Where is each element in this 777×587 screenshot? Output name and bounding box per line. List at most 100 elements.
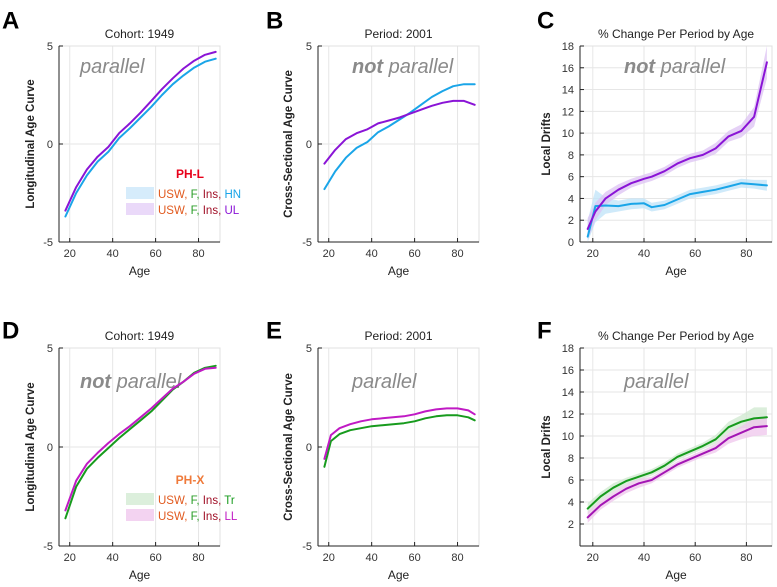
chart-title: Period: 2001: [364, 27, 432, 41]
panel-d: D 20 40 60 80 -5 0 5 Cohort: 1949 Age Longitudinal…: [2, 317, 238, 582]
x-axis-label: Age: [388, 264, 410, 278]
y-tick-label: -5: [302, 237, 312, 249]
legend-swatch: [126, 509, 154, 521]
annotation-text: parallel: [351, 371, 417, 393]
chart-title: Period: 2001: [364, 329, 432, 343]
y-tick-label: 5: [306, 41, 312, 53]
y-tick-label: 0: [47, 442, 53, 454]
annotation-text: parallel: [655, 56, 726, 78]
series-line-ll: [323, 407, 476, 460]
legend-entry-part: F,: [187, 189, 199, 201]
x-tick-label: 40: [107, 248, 119, 260]
annotation-text: parallel: [623, 371, 689, 393]
legend-entry-part: F,: [187, 495, 199, 507]
y-tick-label: 2: [568, 519, 574, 531]
panel-a: A 20 40 60 80 -5 0 5 Cohort: 1949 Age Longitudinal…: [2, 7, 241, 278]
y-tick-label: 4: [568, 193, 574, 205]
x-tick-label: 60: [689, 248, 701, 260]
legend-entry-part: F,: [187, 205, 199, 217]
y-tick-label: 0: [306, 139, 312, 151]
panel-b: B 20 40 60 80 -5 0 5 Period: 2001 Age Cross-Sectio…: [266, 7, 480, 278]
annotation-text: parallel: [383, 56, 454, 78]
y-tick-label: 0: [306, 442, 312, 454]
legend-title: PH-L: [176, 167, 204, 181]
x-tick-label: 80: [740, 552, 752, 564]
y-axis-label: Longitudinal Age Curve: [25, 79, 37, 208]
annotation: parallel: [623, 371, 689, 393]
y-tick-label: 12: [562, 106, 574, 118]
y-tick-label: 5: [306, 343, 312, 355]
y-axis-label: Cross-Sectional Age Curve: [283, 70, 295, 218]
y-tick-label: 4: [568, 497, 574, 509]
legend-entry-part: Ins,: [200, 205, 222, 217]
x-tick-label: 40: [638, 248, 650, 260]
series-line-hn: [586, 182, 768, 238]
y-tick-label: 5: [47, 343, 53, 355]
y-tick-label: 0: [568, 237, 574, 249]
y-tick-label: 18: [562, 41, 574, 53]
annotation: parallel: [79, 56, 145, 78]
x-tick-label: 20: [587, 552, 599, 564]
panel-e: E 20 40 60 80 -5 0 5 Period: 2001 Age Cross-Sectio…: [266, 317, 480, 582]
y-tick-label: 14: [562, 387, 574, 399]
x-tick-label: 80: [451, 248, 463, 260]
y-tick-label: 8: [568, 150, 574, 162]
annotation: parallel: [351, 371, 417, 393]
legend-entry-part: Ins,: [200, 189, 222, 201]
chart-title: Cohort: 1949: [105, 27, 175, 41]
legend-entry-part: LL: [221, 511, 238, 523]
legend-entry: USW, F, Ins, Tr: [158, 495, 235, 507]
x-tick-label: 60: [408, 248, 420, 260]
annotation-text: parallel: [79, 56, 145, 78]
x-axis-label: Age: [665, 264, 687, 278]
y-tick-label: 18: [562, 343, 574, 355]
legend-entry-part: USW,: [158, 205, 187, 217]
x-tick-label: 80: [740, 248, 752, 260]
x-tick-label: 40: [107, 552, 119, 564]
series-line-ll: [64, 366, 217, 512]
y-axis-label: Cross-Sectional Age Curve: [283, 373, 295, 521]
legend-entry-part: USW,: [158, 189, 187, 201]
legend-entry: USW, F, Ins, HN: [158, 189, 241, 201]
legend-swatch: [126, 187, 154, 199]
y-axis-label: Longitudinal Age Curve: [25, 382, 37, 511]
panel-letter: D: [2, 317, 19, 344]
annotation: not parallel: [352, 56, 454, 78]
panel-c: C 20 40 60 80 0 2 4 6 8 10 12 14 16 18 % Change Per Per…: [537, 7, 773, 278]
y-tick-label: 2: [568, 215, 574, 227]
legend-entry-part: USW,: [158, 511, 187, 523]
y-tick-label: -5: [43, 237, 53, 249]
chart-title: Cohort: 1949: [105, 329, 175, 343]
x-tick-label: 40: [366, 248, 378, 260]
annotation: not parallel: [624, 56, 726, 78]
panel-letter: B: [266, 7, 283, 34]
x-axis-label: Age: [129, 568, 151, 582]
y-tick-label: -5: [302, 541, 312, 553]
panel-f: F 20 40 60 80 2 4 6 8 10 12 14 16 18 % Change Per Peri…: [537, 317, 773, 582]
y-tick-label: 6: [568, 172, 574, 184]
y-axis-label: Local Drifts: [541, 112, 553, 175]
x-tick-label: 20: [323, 248, 335, 260]
chart-title: % Change Per Period by Age: [598, 329, 754, 343]
x-tick-label: 60: [689, 552, 701, 564]
legend-swatch: [126, 203, 154, 215]
x-tick-label: 20: [64, 552, 76, 564]
legend-entry-part: Ins,: [200, 511, 222, 523]
legend-entry-part: HN: [221, 189, 241, 201]
annotation-emphasis: not: [80, 371, 112, 393]
annotation-text: parallel: [111, 371, 182, 393]
x-axis-label: Age: [129, 264, 151, 278]
series-line-ul: [323, 99, 476, 165]
series-line-ul: [586, 61, 768, 230]
legend-entry-part: F,: [187, 511, 199, 523]
series-line-hn: [64, 57, 217, 218]
legend-swatch: [126, 493, 154, 505]
y-tick-label: 12: [562, 409, 574, 421]
legend-entry-part: Ins,: [200, 495, 222, 507]
legend-entry: USW, F, Ins, LL: [158, 511, 238, 523]
y-tick-label: -5: [43, 541, 53, 553]
y-tick-label: 6: [568, 475, 574, 487]
